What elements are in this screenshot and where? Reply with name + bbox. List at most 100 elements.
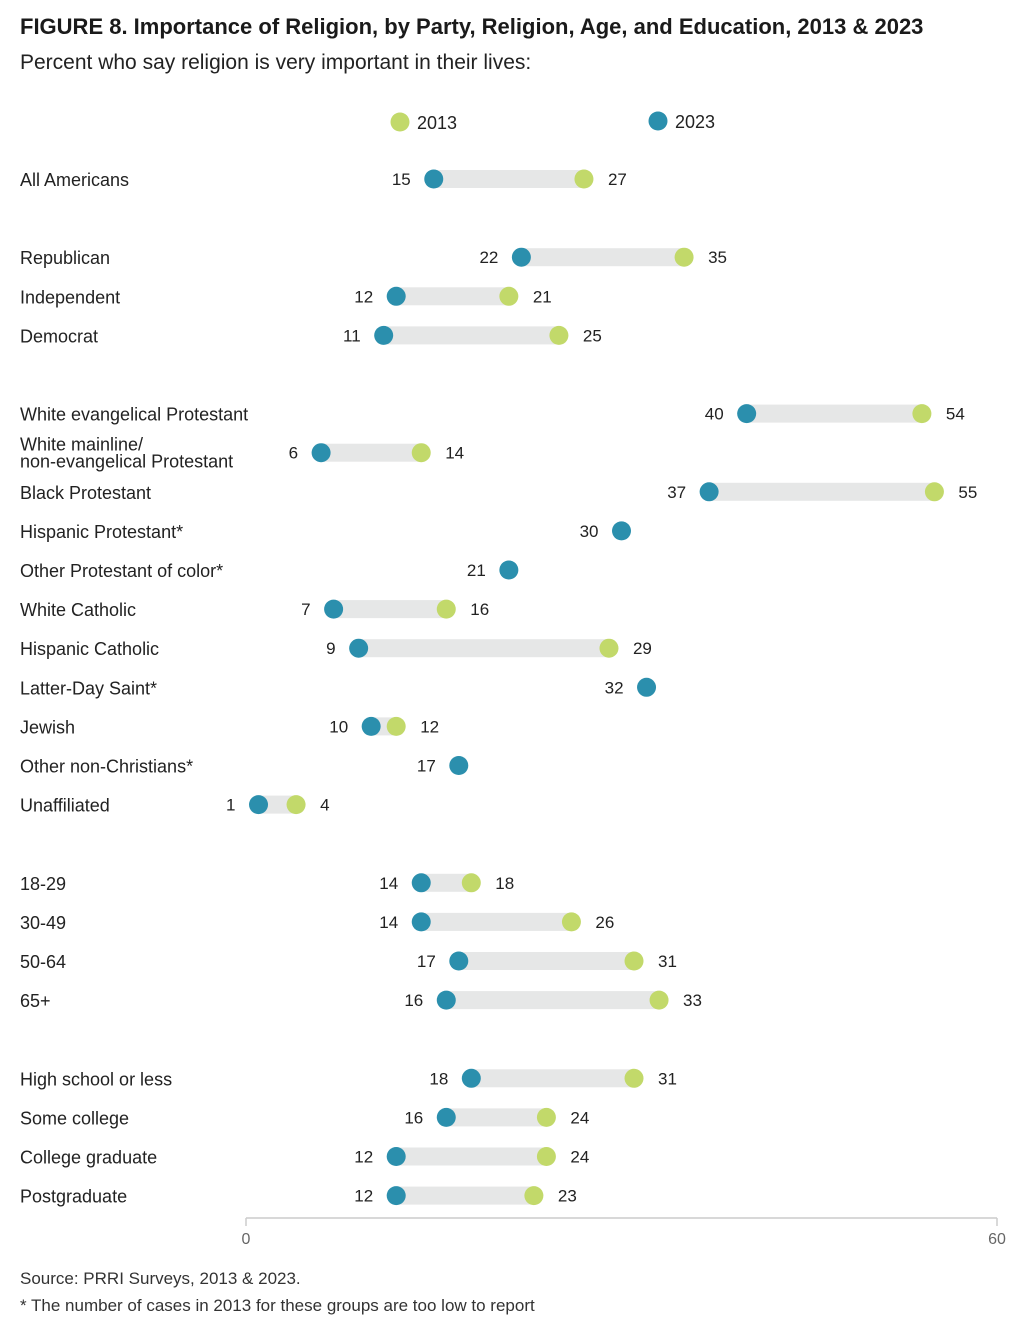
range-bar-republican xyxy=(521,248,685,267)
range-bar-white-catholic xyxy=(333,600,447,619)
row-label-black-protestant: Black Protestant xyxy=(20,483,151,503)
range-bar-democrat xyxy=(383,326,559,345)
footnote: * The number of cases in 2013 for these … xyxy=(20,1296,535,1315)
dot-2023-white-mainline-non-evangelical-protestant xyxy=(311,443,331,463)
legend-label-2023: 2023 xyxy=(675,112,715,132)
row-label-white-mainline-non-evangelical-protestant-line2: non-evangelical Protestant xyxy=(20,452,233,472)
row-label-republican: Republican xyxy=(20,248,110,268)
value-2013-college-graduate: 24 xyxy=(570,1148,589,1167)
dot-2013-18-29 xyxy=(461,873,481,893)
value-2023-other-protestant-of-color: 21 xyxy=(467,561,486,580)
value-2023-black-protestant: 37 xyxy=(667,483,686,502)
range-bar-hispanic-catholic xyxy=(358,639,609,658)
value-2013-50-64: 31 xyxy=(658,952,677,971)
row-label-other-non-christians: Other non-Christians* xyxy=(20,757,193,777)
value-2023-postgraduate: 12 xyxy=(354,1187,373,1206)
row-label-democrat: Democrat xyxy=(20,326,98,346)
range-bar-postgraduate xyxy=(396,1186,534,1205)
dot-2023-30-49 xyxy=(411,912,431,932)
value-2023-other-non-christians: 17 xyxy=(417,757,436,776)
dot-2023-jewish xyxy=(361,716,381,736)
value-2023-18-29: 14 xyxy=(379,874,398,893)
value-2013-high-school-or-less: 31 xyxy=(658,1069,677,1088)
row-label-white-evangelical-protestant: White evangelical Protestant xyxy=(20,405,248,425)
dot-2013-unaffiliated xyxy=(286,795,306,815)
dot-2013-republican xyxy=(674,247,694,267)
dot-2023-college-graduate xyxy=(386,1147,406,1166)
range-bar-white-evangelical-protestant xyxy=(746,404,922,423)
range-bar-some-college xyxy=(446,1108,547,1127)
dot-2013-independent xyxy=(499,286,519,306)
dot-2023-some-college xyxy=(436,1107,456,1127)
range-bar-white-mainline-non-evangelical-protestant xyxy=(321,443,422,462)
range-bar-black-protestant xyxy=(709,482,935,501)
chart-title: FIGURE 8. Importance of Religion, by Par… xyxy=(20,14,924,39)
value-2013-some-college: 24 xyxy=(570,1108,589,1127)
range-bar-18-29 xyxy=(421,873,472,892)
dot-2023-white-catholic xyxy=(324,599,344,619)
value-2023-republican: 22 xyxy=(479,248,498,267)
legend-marker-2013 xyxy=(390,112,410,132)
dot-2023-independent xyxy=(386,286,406,306)
value-2023-unaffiliated: 1 xyxy=(226,796,235,815)
row-label-30-49: 30-49 xyxy=(20,913,66,933)
value-2023-white-mainline-non-evangelical-protestant: 6 xyxy=(289,444,298,463)
value-2023-college-graduate: 12 xyxy=(354,1148,373,1167)
value-2023-white-evangelical-protestant: 40 xyxy=(705,405,724,424)
row-label-latter-day-saint: Latter-Day Saint* xyxy=(20,678,157,698)
value-2023-hispanic-catholic: 9 xyxy=(326,639,335,658)
range-bar-independent xyxy=(396,287,509,306)
row-label-postgraduate: Postgraduate xyxy=(20,1187,127,1207)
dot-2023-republican xyxy=(511,247,531,267)
row-label-other-protestant-of-color: Other Protestant of color* xyxy=(20,561,223,581)
dot-2023-all-americans xyxy=(424,169,444,189)
dot-2013-black-protestant xyxy=(924,482,944,502)
row-label-all-americans: All Americans xyxy=(20,170,129,190)
value-2013-jewish: 12 xyxy=(420,717,439,736)
dot-2013-democrat xyxy=(549,325,569,345)
chart-subtitle: Percent who say religion is very importa… xyxy=(20,51,532,74)
dot-2013-50-64 xyxy=(624,951,644,971)
dot-2013-white-mainline-non-evangelical-protestant xyxy=(411,443,431,463)
row-label-high-school-or-less: High school or less xyxy=(20,1069,172,1089)
dot-2013-jewish xyxy=(386,716,406,736)
dot-2013-postgraduate xyxy=(524,1186,544,1206)
range-bar-50-64 xyxy=(458,952,635,970)
row-label-hispanic-protestant: Hispanic Protestant* xyxy=(20,522,183,542)
dot-2013-college-graduate xyxy=(536,1147,556,1166)
value-2023-high-school-or-less: 18 xyxy=(429,1069,448,1088)
value-2023-latter-day-saint: 32 xyxy=(605,678,624,697)
dot-2023-other-non-christians xyxy=(449,756,469,775)
row-label-college-graduate: College graduate xyxy=(20,1148,157,1168)
value-2023-50-64: 17 xyxy=(417,952,436,971)
dot-2013-30-49 xyxy=(561,912,581,932)
dot-2013-hispanic-catholic xyxy=(599,638,619,658)
dot-2023-65 xyxy=(436,990,456,1010)
dot-2023-other-protestant-of-color xyxy=(499,560,519,580)
value-2013-65: 33 xyxy=(683,991,702,1010)
dot-2023-black-protestant xyxy=(699,482,719,502)
dot-2023-democrat xyxy=(374,325,394,345)
dot-2013-white-catholic xyxy=(436,599,456,619)
x-axis-tick-label-60: 60 xyxy=(988,1231,1006,1248)
dot-2023-white-evangelical-protestant xyxy=(737,404,757,424)
row-label-jewish: Jewish xyxy=(20,717,75,737)
dot-2023-postgraduate xyxy=(386,1186,406,1206)
range-bar-college-graduate xyxy=(396,1147,547,1166)
row-label-independent: Independent xyxy=(20,287,120,307)
value-2013-black-protestant: 55 xyxy=(958,483,977,502)
value-2013-democrat: 25 xyxy=(583,326,602,345)
value-2023-white-catholic: 7 xyxy=(301,600,310,619)
value-2013-white-catholic: 16 xyxy=(470,600,489,619)
row-label-unaffiliated: Unaffiliated xyxy=(20,796,110,816)
row-label-white-mainline-non-evangelical-protestant-line1: White mainline/ xyxy=(20,435,143,455)
legend-marker-2023 xyxy=(648,111,668,131)
value-2023-30-49: 14 xyxy=(379,913,398,932)
value-2013-unaffiliated: 4 xyxy=(320,796,329,815)
x-axis-tick-label-0: 0 xyxy=(242,1231,251,1248)
dot-2013-some-college xyxy=(536,1107,556,1127)
row-label-50-64: 50-64 xyxy=(20,952,66,972)
value-2013-white-evangelical-protestant: 54 xyxy=(946,405,965,424)
value-2013-independent: 21 xyxy=(533,287,552,306)
value-2023-hispanic-protestant: 30 xyxy=(580,522,599,541)
